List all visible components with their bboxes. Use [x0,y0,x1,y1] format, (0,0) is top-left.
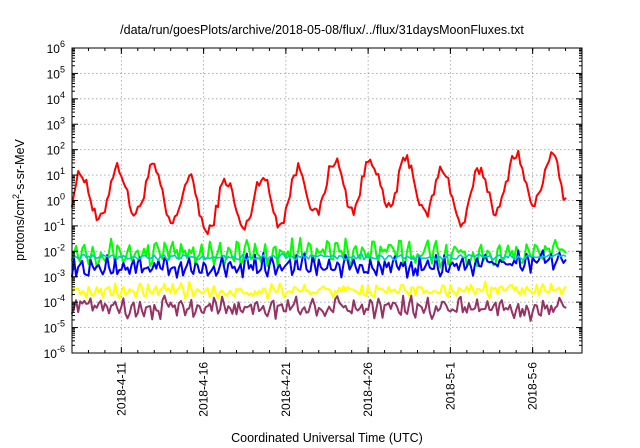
x-tick-label: 2018-4-16 [197,362,211,417]
y-tick-label: 10-4 [44,293,65,310]
y-tick-label: 101 [47,166,65,183]
x-tick-label: 2018-4-11 [114,362,128,416]
y-tick-label-exp: -6 [57,344,65,354]
y-tick-label-exp: 1 [60,166,65,176]
axis-ticks [72,47,582,354]
y-tick-label-base: 10 [44,296,58,310]
chart-title: /data/run/goesPlots/archive/2018-05-08/f… [120,23,524,37]
y-tick-label-base: 10 [47,144,61,158]
grid [72,48,582,353]
y-tick-label-base: 10 [44,322,58,336]
y-tick-label: 102 [47,141,65,158]
y-tick-label-exp: 5 [60,64,65,74]
series-group [71,149,567,322]
y-tick-label: 10-5 [44,319,65,336]
y-tick-label-base: 10 [47,42,61,56]
y-tick-label-exp: 4 [60,90,65,100]
x-tick-label: 2018-5-6 [526,362,540,410]
y-tick-label: 106 [47,39,65,56]
series-line-4 [71,252,567,262]
y-tick-label-base: 10 [47,67,61,81]
y-tick-label: 10-6 [44,344,65,361]
y-tick-label-base: 10 [44,347,58,361]
y-tick-label: 100 [47,192,65,209]
y-axis-label: protons/cm2-s-sr-MeV [11,138,27,260]
series-line-3 [71,249,567,279]
y-tick-label-exp: -3 [57,268,65,278]
y-axis-tick-labels: 10-610-510-410-310-210-11001011021031041… [44,39,65,361]
y-tick-label: 105 [47,64,65,81]
series-line-5 [71,280,567,300]
y-tick-label-exp: 0 [60,192,65,202]
y-tick-label-base: 10 [47,169,61,183]
y-tick-label: 103 [47,115,65,132]
y-tick-label-base: 10 [47,93,61,107]
y-axis-label-pre: protons/cm [13,199,27,261]
x-axis-tick-labels: 2018-4-11 2018-4-16 2018-4-21 2018-4-26 2018… [114,362,539,417]
y-tick-label-exp: 3 [60,115,65,125]
y-tick-label-base: 10 [47,195,61,209]
y-tick-label-base: 10 [44,271,58,285]
series-line-6 [71,294,567,322]
y-tick-label-exp: 6 [60,39,65,49]
y-tick-label: 10-3 [44,268,65,285]
x-axis-label: Coordinated Universal Time (UTC) [231,431,423,445]
y-tick-label-base: 10 [44,220,58,234]
x-tick-label: 2018-4-21 [279,362,293,417]
y-axis-label-post: -s-sr-MeV [13,138,27,194]
series-line-1 [71,149,567,236]
y-tick-label: 10-1 [44,217,65,234]
y-tick-label-exp: 2 [60,141,65,151]
y-tick-label-exp: -2 [57,242,65,252]
y-tick-label-exp: -4 [57,293,65,303]
x-tick-label: 2018-5-1 [443,362,457,410]
y-tick-label-base: 10 [47,118,61,132]
y-tick-label-exp: -5 [57,319,65,329]
y-tick-label-exp: -1 [57,217,65,227]
y-tick-label: 10-2 [44,242,65,259]
y-axis-label-sup: 2 [11,194,21,199]
y-tick-label-base: 10 [44,245,58,259]
y-tick-label: 104 [47,90,65,107]
x-tick-label: 2018-4-26 [361,362,375,417]
